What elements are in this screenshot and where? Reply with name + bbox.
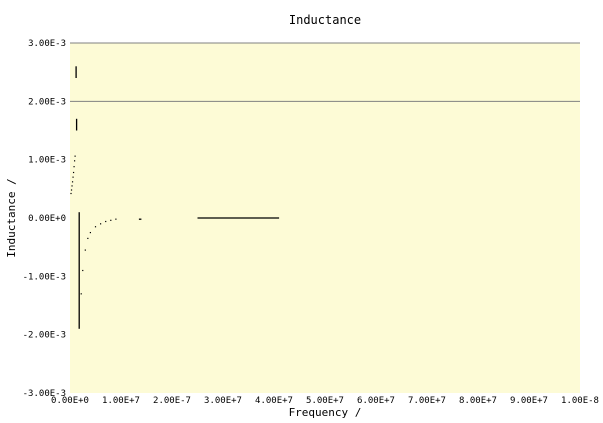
data-point [71, 185, 73, 187]
data-point [73, 160, 76, 162]
y-tick-label: -3.00E-3 [23, 389, 66, 399]
data-point [74, 155, 76, 157]
y-tick-label: 1.00E-3 [28, 156, 66, 166]
data-point [94, 226, 97, 228]
x-tick-label: 8.00E+7 [459, 396, 497, 406]
data-point [71, 181, 74, 183]
x-tick-label: 2.00E-7 [153, 396, 191, 406]
x-tick-label: 1.00E+7 [102, 396, 140, 406]
data-point [89, 231, 91, 234]
data-point [82, 269, 84, 272]
x-tick-label: 1.00E-8 [561, 396, 599, 406]
y-tick-label: 0.00E+0 [28, 214, 66, 224]
gridlines [70, 42, 580, 102]
y-tick-labels: 3.00E-3 2.00E-3 1.00E-3 0.00E+0 -1.00E-3 -2.0… [23, 39, 66, 399]
y-tick-label: 3.00E-3 [28, 39, 66, 49]
x-tick-label: 0.00E+0 [51, 396, 89, 406]
x-tick-label: 5.00E+7 [306, 396, 344, 406]
x-tick-label: 4.00E+7 [255, 396, 293, 406]
data-point [105, 220, 107, 223]
series-group [70, 66, 280, 329]
x-tick-labels: 0.00E+0 1.00E+7 2.00E-7 3.00E+7 4.00E+7 5.00E… [51, 396, 599, 406]
data-point [72, 171, 75, 174]
data-point [110, 219, 112, 221]
x-tick-label: 7.00E+7 [408, 396, 446, 406]
data-point [72, 176, 74, 178]
y-axis-label: Inductance / [5, 178, 18, 257]
data-point [115, 218, 117, 220]
y-tick-label: 2.00E-3 [28, 97, 66, 107]
x-tick-label: 9.00E+7 [510, 396, 548, 406]
data-point [84, 249, 86, 251]
x-tick-label: 6.00E+7 [357, 396, 395, 406]
x-axis-label: Frequency / [289, 406, 362, 419]
data-point [80, 293, 82, 295]
data-point [87, 237, 89, 240]
data-point [73, 166, 75, 168]
y-tick-label: -2.00E-3 [23, 331, 66, 341]
y-tick-label: -1.00E-3 [23, 272, 66, 282]
x-tick-label: 3.00E+7 [204, 396, 242, 406]
data-point [70, 189, 73, 191]
data-point [70, 192, 72, 195]
chart-title: Inductance [289, 13, 361, 27]
data-point [100, 223, 102, 225]
plot-area [70, 43, 580, 393]
